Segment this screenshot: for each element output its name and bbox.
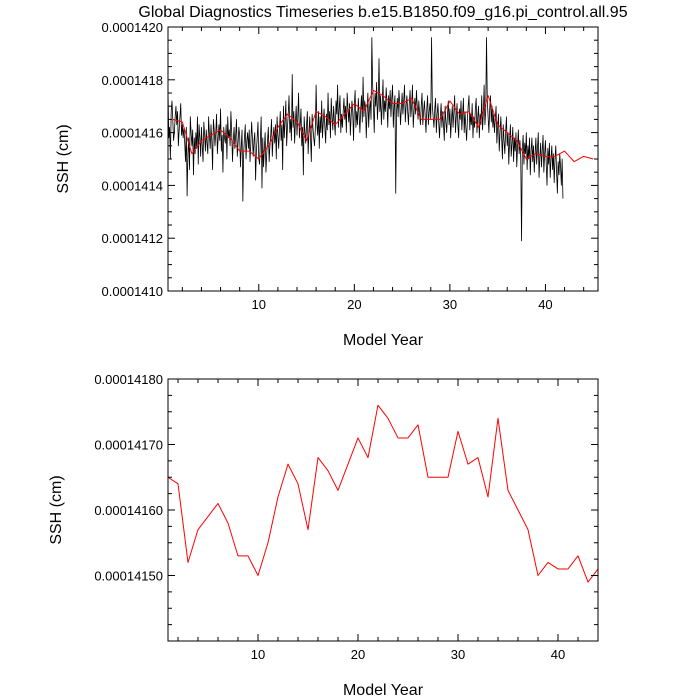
x-tick-label: 40: [551, 647, 565, 662]
x-tick-label: 20: [347, 297, 361, 312]
x-tick-label: 10: [252, 297, 266, 312]
series-line-monthly: [167, 37, 564, 242]
x-tick-label: 30: [451, 647, 465, 662]
chart-title: Global Diagnostics Timeseries b.e15.B185…: [138, 4, 627, 21]
x-tick-label: 30: [443, 297, 457, 312]
y-tick-label: 0.0001420: [102, 20, 163, 35]
x-tick-label: 40: [538, 297, 552, 312]
y-tick-label: 0.0001414: [102, 178, 163, 193]
y-tick-label: 0.0001410: [102, 284, 163, 299]
y-tick-label: 0.0001412: [102, 231, 163, 246]
y-axis-label: SSH (cm): [55, 124, 72, 193]
y-tick-label: 0.0001418: [102, 73, 163, 88]
x-tick-label: 10: [251, 647, 265, 662]
y-tick-label: 0.00014150: [94, 569, 163, 584]
y-axis-label: SSH (cm): [48, 475, 65, 544]
bottom-panel: 10 20 30 40 0.00014150 0.00014160 0.00014170 0.…: [48, 372, 599, 699]
y-tick-label: 0.00014180: [94, 372, 163, 387]
y-tick-label: 0.0001416: [102, 126, 163, 141]
x-axis-label: Model Year: [343, 332, 424, 349]
plot-frame: [167, 378, 599, 642]
x-tick-label: 20: [351, 647, 365, 662]
series-line-annual-mean: [172, 89, 594, 163]
y-tick-label: 0.00014160: [94, 503, 163, 518]
series-line-annual-mean: [167, 404, 599, 583]
y-tick-label: 0.00014170: [94, 438, 163, 453]
x-axis-label: Model Year: [343, 682, 424, 699]
top-panel: 10 20 30 40 0.0001410 0.0001412 0.0001414 0.000…: [55, 20, 599, 349]
